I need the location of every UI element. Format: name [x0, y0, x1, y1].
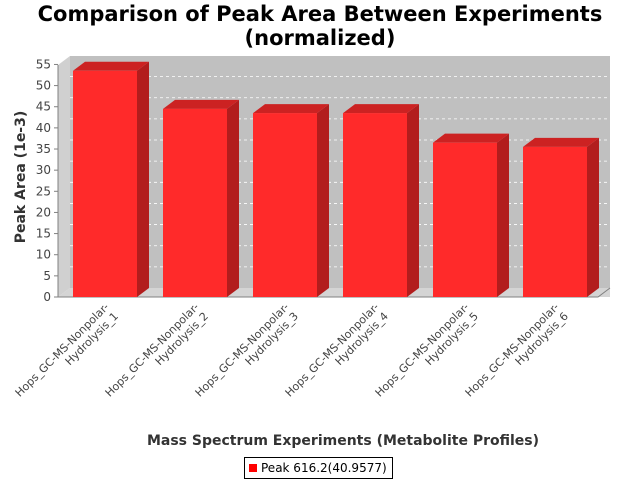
chart-title: Comparison of Peak Area Between Experime…: [0, 2, 640, 50]
bar: [73, 61, 149, 297]
bar: [253, 104, 329, 297]
bar-side: [587, 137, 599, 297]
x-tick-label-line: Hops_GC-MS-Nonpolar-: [13, 300, 112, 399]
plot-left-wall: [58, 56, 70, 297]
grid-lines: [70, 55, 610, 268]
bar-top: [163, 99, 239, 109]
legend: Peak 616.2(40.9577): [244, 457, 393, 479]
x-tick-label-line: Hops_GC-MS-Nonpolar-: [283, 300, 382, 399]
x-axis-label: Mass Spectrum Experiments (Metabolite Pr…: [147, 433, 539, 449]
bar-front: [343, 113, 407, 297]
bar-side: [227, 99, 239, 297]
x-tick-label-line: Hops_GC-MS-Nonpolar-: [463, 300, 562, 399]
bar-top: [523, 137, 599, 147]
bar-side: [137, 61, 149, 297]
bar: [433, 133, 509, 297]
y-axis: 0 5 10 15 20 25 30 35 40 45 50 55: [36, 57, 59, 304]
bar: [343, 104, 419, 297]
bar: [523, 137, 599, 297]
y-tick-label: 45: [36, 100, 51, 114]
plot-floor-edge: [58, 287, 611, 298]
y-tick-label: 55: [36, 57, 51, 71]
bar-top: [73, 61, 149, 71]
bar-front: [163, 108, 227, 297]
bar-top: [433, 133, 509, 143]
bar-side: [317, 104, 329, 297]
y-tick-label: 30: [36, 163, 51, 177]
plot-back-wall: [70, 56, 610, 288]
bar-top: [253, 104, 329, 114]
x-tick-label-line: Hops_GC-MS-Nonpolar-: [373, 300, 472, 399]
legend-label: Peak 616.2(40.9577): [261, 461, 387, 475]
plot-background: [58, 56, 611, 298]
y-axis-label: Peak Area (1e-3): [13, 111, 29, 244]
x-tick-label: Hops_GC-MS-Nonpolar-Hydrolysis_6: [463, 300, 571, 399]
y-tick-label: 15: [36, 227, 51, 241]
bar: [163, 99, 239, 297]
bar-top: [343, 104, 419, 114]
y-tick-label: 20: [36, 205, 51, 219]
bar-front: [523, 146, 587, 297]
x-tick-label-line: Hops_GC-MS-Nonpolar-: [103, 300, 202, 399]
legend-swatch: [249, 464, 257, 472]
y-tick-label: 40: [36, 121, 51, 135]
bar-front: [73, 70, 137, 297]
bar-side: [497, 133, 509, 297]
bar-side: [407, 104, 419, 297]
x-axis: Hops_GC-MS-Nonpolar-Hydrolysis_1Hops_GC-…: [13, 300, 571, 399]
y-tick-label: 35: [36, 142, 51, 156]
y-tick-label: 10: [36, 248, 51, 262]
y-tick-label: 0: [43, 290, 51, 304]
y-tick-label: 5: [43, 269, 51, 283]
x-tick-label-line: Hops_GC-MS-Nonpolar-: [193, 300, 292, 399]
chart-title-line2: (normalized): [244, 26, 396, 50]
bar-front: [433, 142, 497, 297]
y-tick-label: 50: [36, 79, 51, 93]
chart-title-line1: Comparison of Peak Area Between Experime…: [37, 2, 603, 26]
bars: [73, 61, 599, 297]
bar-front: [253, 113, 317, 297]
y-tick-label: 25: [36, 184, 51, 198]
